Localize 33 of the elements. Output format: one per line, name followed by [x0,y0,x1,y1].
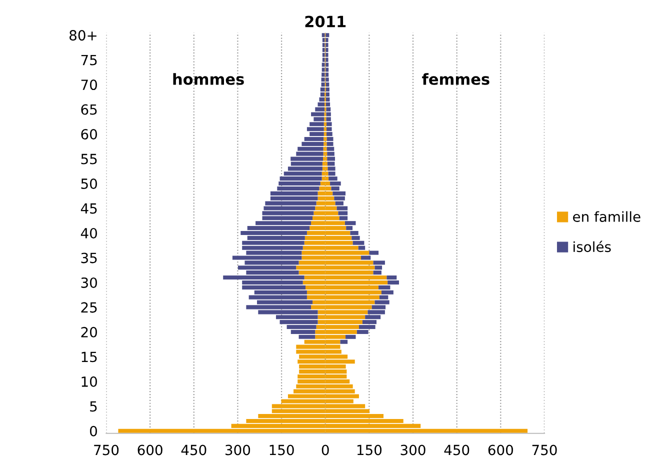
y-tick-label: 70 [81,80,97,90]
y-tick-label: 25 [81,302,97,313]
y-tick-label: 5 [90,401,97,412]
legend-label: isolés [574,240,611,252]
x-tick-label: 600 [488,444,513,456]
y-tick-label: 65 [81,104,97,115]
y-tick-label: 35 [81,252,97,264]
y-tick-label: 0 [90,426,97,436]
y-tick-label: 45 [80,203,97,214]
x-tick-label: 450 [444,444,470,456]
x-tick-label: 450 [181,444,206,456]
y-tick-label: 40 [80,228,97,238]
annotation: hommes [173,73,244,85]
y-tick-label: 55 [81,154,97,164]
x-tick-label: 750 [532,444,557,456]
x-tick-label: 150 [270,444,294,456]
x-tick-label: 300 [226,444,250,456]
y-tick-label: 50 [81,178,97,189]
y-tick-label: 60 [81,129,97,140]
x-tick-label: 300 [400,444,426,456]
x-tick-label: 600 [138,444,162,456]
x-tick-label: 0 [322,444,329,456]
x-tick-label: 750 [94,444,119,456]
y-tick-label: 80+ [70,30,96,41]
y-tick-label: 75 [81,54,97,66]
y-tick-label: 15 [82,352,97,362]
y-tick-label: 20 [81,326,97,338]
annotation: femmes [422,73,490,85]
y-tick-label: 30 [81,277,97,288]
legend-label: en famille [573,211,640,222]
y-tick-label: 10 [82,376,97,387]
x-tick-label: 150 [357,444,382,456]
chart-title: 2011 [305,16,346,28]
